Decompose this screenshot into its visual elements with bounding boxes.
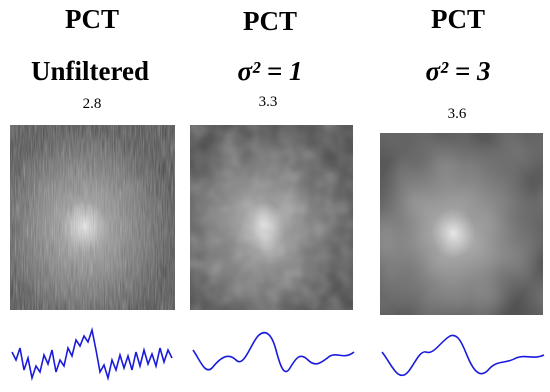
profile-line	[381, 334, 545, 377]
panel-title: PCT	[431, 4, 485, 34]
panel-subtitle: σ² = 1	[237, 56, 302, 86]
profile-line	[11, 326, 173, 382]
panel-subtitle: Unfiltered	[31, 56, 149, 86]
panel-value: 2.8	[83, 96, 102, 112]
image	[380, 133, 543, 315]
panel-title: PCT	[243, 6, 297, 36]
panel-title: PCT	[65, 4, 119, 34]
image	[10, 125, 175, 310]
panel-value: 3.3	[259, 94, 278, 110]
panel-subtitle: σ² = 3	[425, 56, 490, 86]
profile-line	[192, 331, 355, 373]
image	[190, 125, 353, 310]
panel-value: 3.6	[448, 106, 467, 122]
